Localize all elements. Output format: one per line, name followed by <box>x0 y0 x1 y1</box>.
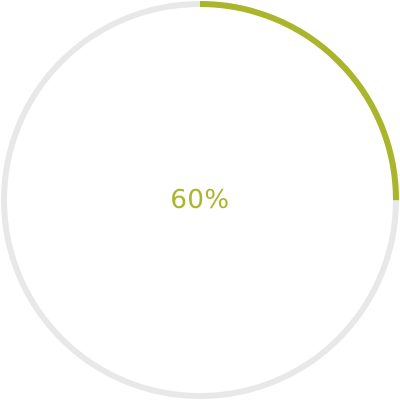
progress-percentage-label: 60% <box>170 185 230 215</box>
progress-ring <box>1 1 399 399</box>
progress-fill <box>1 1 399 399</box>
circular-progress: 60% <box>1 1 399 399</box>
